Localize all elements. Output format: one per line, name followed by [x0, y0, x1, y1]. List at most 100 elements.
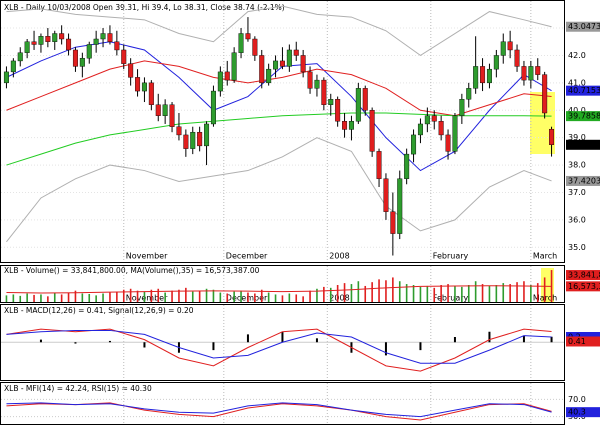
value-box — [566, 139, 600, 150]
macd-histogram — [74, 342, 77, 344]
volume-bar — [488, 285, 491, 302]
overlay-line — [6, 137, 552, 243]
signal-line — [6, 329, 552, 364]
volume-bar — [474, 281, 477, 302]
volume-bar — [302, 296, 304, 302]
y-tick-label: 40.3 — [568, 408, 586, 417]
volume-bar — [47, 296, 49, 302]
volume-bar — [516, 282, 518, 302]
candle-body — [417, 123, 423, 136]
candle-body — [169, 104, 175, 127]
volume-bar — [447, 284, 449, 302]
volume-bar — [523, 281, 525, 302]
candle-body — [141, 82, 147, 92]
value-box — [566, 270, 600, 281]
candle-body — [93, 38, 99, 45]
volume-bar — [536, 283, 539, 302]
volume-bar — [60, 294, 63, 302]
volume-bar — [260, 289, 263, 302]
x-tick-label: November — [126, 294, 168, 303]
candle-body — [362, 88, 368, 111]
volume-bar — [316, 288, 318, 302]
candle-body — [273, 60, 279, 70]
volume-bar — [198, 290, 201, 302]
volume-bar — [81, 293, 84, 302]
x-tick-label: February — [433, 294, 469, 303]
value-box — [566, 21, 600, 32]
y-tick-label: 41.0 — [568, 78, 586, 87]
volume-bar — [378, 279, 380, 302]
value-box — [566, 336, 600, 347]
volume-bar — [433, 287, 436, 302]
candle-body — [59, 33, 65, 40]
candle-body — [335, 99, 341, 122]
volume-bar — [467, 285, 470, 302]
price-frame — [0, 0, 565, 263]
candle-body — [507, 41, 513, 51]
candle-body — [252, 38, 258, 56]
volume-bar — [247, 292, 249, 302]
volume-bar — [164, 292, 166, 302]
volume-bar — [343, 283, 346, 302]
y-tick-label: 39.7858 — [568, 112, 600, 121]
volume-bar — [171, 290, 173, 302]
volume-bar — [385, 280, 387, 302]
macd-histogram — [281, 331, 284, 343]
volume-bar — [129, 288, 132, 302]
volume-frame — [0, 265, 565, 303]
candle-body — [314, 79, 320, 89]
volume-bar — [185, 287, 187, 302]
volume-bar — [309, 290, 311, 302]
candle-body — [217, 71, 223, 92]
volume-bar — [53, 293, 56, 302]
volume-bar — [212, 289, 215, 302]
x-tick-label: December — [226, 294, 268, 303]
candle-body — [348, 121, 354, 130]
volume-bar — [240, 290, 242, 302]
candle-body — [473, 66, 479, 89]
y-tick-label: 42.0 — [568, 51, 586, 60]
candle-body — [86, 44, 92, 59]
volume-bar — [336, 285, 339, 302]
value-box — [566, 175, 600, 186]
x-tick-label: 2008 — [329, 252, 349, 261]
candle-body — [321, 79, 327, 105]
macd-histogram — [419, 342, 422, 351]
candle-body — [411, 134, 417, 155]
volume-bar — [150, 289, 153, 302]
volume-bar — [461, 286, 463, 302]
y-tick-label: 43.0473 — [568, 22, 600, 31]
volume-bar — [350, 284, 353, 302]
candle-body — [52, 33, 58, 42]
candle-body — [293, 49, 299, 56]
x-tick-label: November — [126, 252, 168, 261]
volume-bar — [12, 294, 15, 302]
candle-body — [466, 88, 472, 100]
y-tick-label: 38.74 — [568, 140, 591, 149]
candle-body — [431, 115, 437, 122]
volume-bar — [405, 284, 408, 302]
mfi-frame — [0, 382, 565, 425]
y-tick-label: 70.0 — [568, 395, 586, 404]
candle-body — [183, 134, 189, 149]
candle-body — [342, 121, 348, 130]
volume-bar — [74, 290, 77, 302]
volume-title: XLB - Volume() = 33,841,800.00, MA(Volum… — [4, 266, 260, 275]
y-tick-label: 40.0 — [568, 106, 586, 115]
overlay-line — [6, 60, 552, 117]
candle-body — [17, 52, 23, 62]
rsi-line — [6, 402, 552, 418]
y-tick-label: 37.4203 — [568, 176, 600, 185]
volume-bar — [136, 290, 139, 302]
macd-title: XLB - MACD(12,26) = 0.41, Signal(12,26,9… — [4, 306, 194, 315]
candle-body — [390, 211, 396, 234]
macd-histogram — [550, 336, 553, 343]
candle-body — [135, 77, 141, 92]
candle-body — [190, 131, 196, 149]
chart-title: XLB - Daily 10/03/2008 Open 39.31, Hi 39… — [4, 3, 285, 12]
candle-body — [286, 49, 292, 67]
candle-body — [528, 66, 534, 81]
candle-body — [300, 55, 306, 73]
candle-body — [369, 110, 375, 152]
